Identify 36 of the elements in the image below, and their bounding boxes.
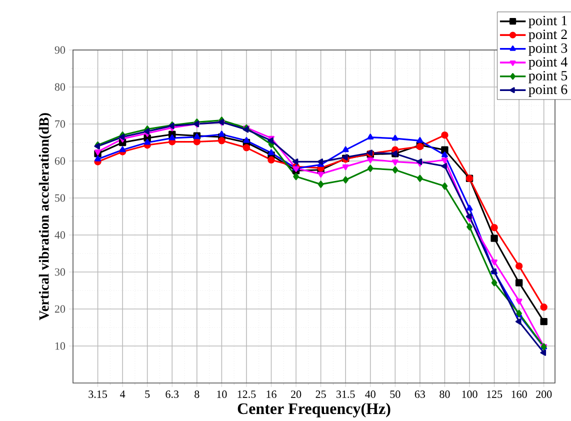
x-tick-label: 3.15 [88,390,107,398]
y-tick-label: 80 [54,83,66,91]
x-tick-label: 80 [440,390,450,398]
x-axis-title: Center Frequency(Hz) [238,402,390,418]
x-tick-label: 5 [145,390,150,398]
legend-label: point 5 [528,70,568,84]
y-tick-label: 30 [55,268,66,276]
x-tick-label: 31.5 [336,390,355,398]
y-tick-label: 50 [55,194,66,202]
y-tick-label: 60 [54,157,66,165]
legend-label: point 1 [528,16,567,28]
y-tick-label: 10 [55,342,66,350]
x-tick-label: 6.3 [166,390,179,398]
x-tick-label: 63 [414,390,426,398]
x-tick-label: 100 [462,390,478,398]
x-tick-label: 10 [217,390,227,398]
y-tick-label: 90 [54,46,66,54]
legend-label: point 3 [528,43,568,56]
x-tick-label: 16 [266,390,276,398]
x-tick-label: 8 [194,390,200,398]
x-tick-label: 40 [365,390,376,398]
legend-label: point 4 [528,57,568,70]
x-tick-label: 20 [291,390,302,398]
legend-label: point 2 [528,30,567,42]
x-tick-label: 4 [120,390,126,398]
x-tick-label: 160 [512,390,527,398]
y-axis-title: Vertical vibration acceleration(dB) [38,113,52,320]
x-tick-label: 50 [390,390,400,398]
y-tick-label: 40 [54,231,66,239]
y-tick-label: 70 [55,120,66,128]
x-tick-label: 125 [487,390,502,398]
x-tick-label: 25 [316,390,326,398]
x-tick-label: 12.5 [238,390,256,398]
x-tick-label: 200 [536,390,552,398]
legend-label: point 6 [528,84,568,98]
y-tick-label: 20 [54,305,66,313]
